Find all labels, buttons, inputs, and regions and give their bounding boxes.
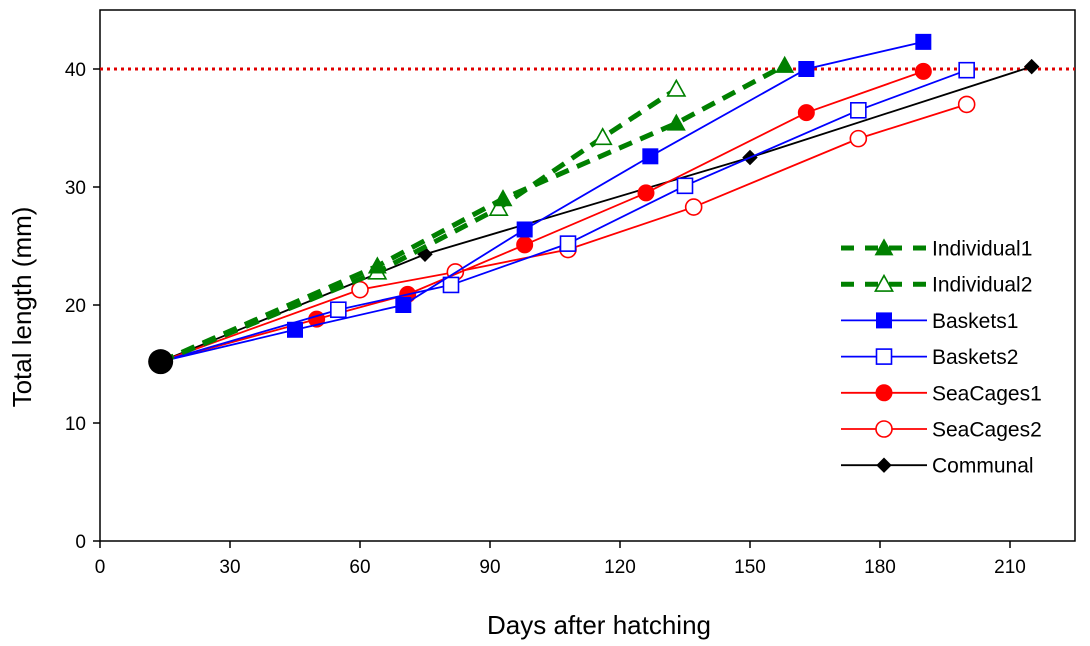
axes: 0 30 60 90 120 150 180 210 0 10 20 30 40 (65, 60, 1026, 578)
data-point-individual1-2 (493, 189, 513, 207)
legend-label-baskets2: Baskets2 (932, 346, 1018, 369)
data-point-baskets2-2 (442, 276, 460, 294)
series-seacages2 (160, 95, 976, 363)
data-point-seacages1-4 (637, 184, 655, 202)
x-tick-label-120: 120 (604, 557, 636, 578)
legend-item-baskets2: Baskets2 (841, 346, 1018, 369)
data-point-baskets2-3 (559, 235, 577, 252)
data-point-individual2-4 (666, 78, 687, 97)
y-tick-label-20: 20 (65, 296, 86, 317)
x-axis-title: Days after hatching (487, 610, 711, 640)
series-baskets1 (160, 33, 932, 363)
data-point-seacages1-5 (797, 104, 815, 122)
x-tick-label-30: 30 (219, 557, 240, 578)
data-point-baskets1-6 (915, 33, 932, 50)
legend-marker-seacages2 (875, 420, 893, 438)
data-point-baskets2-4 (676, 177, 694, 195)
legend-marker-baskets2 (875, 348, 893, 365)
y-tick-label-40: 40 (65, 60, 86, 81)
legend-item-individual1: Individual1 (841, 238, 1032, 261)
legend-item-individual2: Individual2 (841, 274, 1032, 297)
data-point-baskets2-1 (330, 301, 347, 319)
data-point-individual1-3 (666, 113, 686, 131)
x-tick-label-90: 90 (479, 557, 500, 578)
series-line-individual2 (159, 86, 678, 364)
data-point-communal-3 (1023, 58, 1040, 75)
series-individual1 (159, 55, 795, 364)
series-communal (160, 58, 1040, 363)
data-point-seacages1-6 (914, 62, 932, 80)
data-point-seacages2-6 (957, 95, 976, 114)
plot-border (99, 9, 1076, 542)
y-axis-title: Total length (mm) (7, 207, 37, 408)
data-point-baskets1-1 (287, 321, 303, 338)
legend-label-seacages1: SeaCages1 (932, 382, 1042, 405)
y-tick-label-0: 0 (75, 532, 86, 553)
data-point-seacages2-5 (849, 129, 868, 148)
y-tick-label-10: 10 (65, 414, 86, 435)
legend-marker-communal (876, 457, 892, 473)
legend-label-individual2: Individual2 (932, 274, 1032, 297)
x-tick-label-60: 60 (349, 557, 370, 578)
series-baskets2 (160, 61, 975, 363)
x-tick-label-210: 210 (994, 557, 1026, 578)
series-layer (148, 33, 1040, 375)
legend-marker-baskets1 (876, 312, 892, 329)
data-point-seacages2-4 (684, 198, 703, 216)
data-point-seacages1-3 (516, 236, 534, 254)
data-point-baskets1-4 (642, 148, 659, 165)
legend-item-seacages1: SeaCages1 (841, 382, 1042, 405)
legend-marker-individual1 (874, 238, 894, 256)
data-point-baskets1-2 (395, 297, 412, 313)
x-tick-label-150: 150 (734, 557, 766, 578)
legend-item-seacages2: SeaCages2 (841, 419, 1042, 442)
legend-label-individual1: Individual1 (932, 238, 1032, 261)
data-point-individual1-1 (367, 256, 387, 274)
series-line-seacages2 (160, 103, 967, 363)
data-point-individual2-2 (488, 197, 509, 216)
legend-marker-seacages1 (875, 384, 893, 402)
legend-item-baskets1: Baskets1 (841, 310, 1018, 333)
plot-frame (99, 9, 1076, 542)
legend-label-communal: Communal (932, 455, 1034, 478)
series-individual2 (159, 78, 687, 364)
data-point-individual1-4 (775, 55, 795, 73)
legend-item-communal: Communal (841, 455, 1034, 478)
legend-label-seacages2: SeaCages2 (932, 419, 1042, 442)
data-point-individual2-3 (592, 127, 613, 146)
legend: Individual1 Individual2 Baskets1 Baskets2 Se… (841, 238, 1042, 478)
data-point-baskets2-5 (850, 102, 867, 119)
data-point-baskets2-6 (958, 61, 975, 79)
data-point-baskets1-3 (516, 221, 533, 238)
x-tick-label-0: 0 (95, 557, 106, 578)
y-tick-label-30: 30 (65, 178, 86, 199)
legend-marker-individual2 (874, 273, 894, 292)
x-tick-label-180: 180 (864, 557, 896, 578)
data-point-baskets1-5 (798, 61, 815, 77)
series-seacages1 (160, 62, 932, 363)
legend-label-baskets1: Baskets1 (932, 310, 1018, 333)
start-point (148, 349, 174, 375)
